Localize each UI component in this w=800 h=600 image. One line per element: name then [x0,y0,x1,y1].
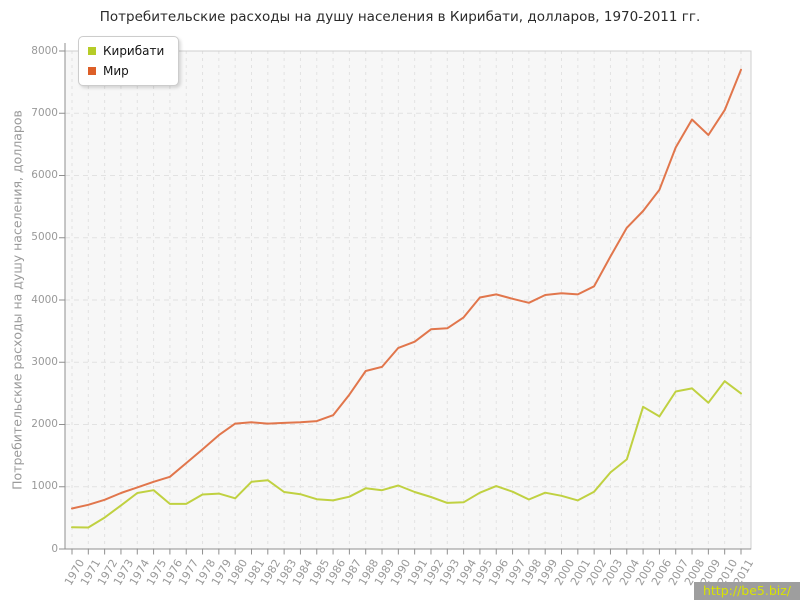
legend: Кирибати Мир [78,36,180,86]
y-tick-label: 4000 [31,293,58,306]
y-tick-label: 6000 [31,169,58,181]
y-tick-label: 7000 [31,106,58,119]
legend-item: Мир [88,61,164,81]
y-tick-label: 2000 [31,418,58,430]
legend-item: Кирибати [88,41,164,61]
chart-title: Потребительские расходы на душу населени… [99,9,701,25]
legend-swatch-icon [88,67,96,75]
series-line-mir [71,68,742,510]
legend-item-label: Кирибати [103,44,165,58]
y-tick-label: 8000 [31,44,58,57]
series-line-kiribati [71,380,742,529]
legend-swatch-icon [88,47,96,55]
legend-item-label: Мир [103,64,129,78]
y-tick-label: 0 [51,542,58,555]
watermark-link[interactable]: http://be5.biz/ [694,582,800,600]
y-tick-label: 5000 [31,231,58,244]
y-tick-label: 3000 [31,355,58,368]
y-tick-label: 1000 [31,480,58,493]
